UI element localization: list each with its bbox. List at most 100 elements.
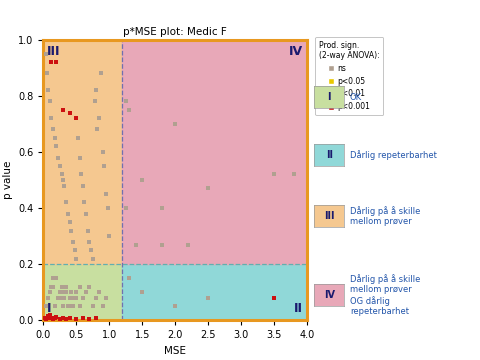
- Point: [41, 315, 48, 320]
- Point: [125, 107, 133, 113]
- Point: [92, 87, 100, 93]
- Point: [84, 228, 92, 233]
- Text: IV: IV: [324, 290, 335, 300]
- Point: [171, 121, 179, 127]
- Point: [99, 303, 107, 309]
- Legend: ns, p<0.05, p<0.01, p<0.001: ns, p<0.05, p<0.01, p<0.001: [315, 37, 384, 115]
- Point: [171, 303, 179, 309]
- Point: [67, 228, 75, 233]
- Point: [49, 284, 57, 289]
- Point: [46, 99, 54, 104]
- Point: [69, 239, 77, 245]
- Point: [52, 275, 60, 281]
- Point: [43, 315, 51, 321]
- Point: [96, 115, 103, 121]
- Point: [56, 295, 63, 301]
- Text: II: II: [294, 302, 303, 315]
- Point: [79, 183, 86, 189]
- Point: [85, 239, 93, 245]
- Text: II: II: [326, 150, 333, 160]
- Text: I: I: [47, 302, 52, 315]
- Point: [82, 211, 90, 217]
- Point: [158, 242, 166, 247]
- Point: [122, 205, 130, 211]
- Point: [69, 295, 77, 301]
- Point: [59, 289, 67, 295]
- Point: [66, 315, 73, 320]
- Point: [66, 303, 73, 309]
- Point: [97, 71, 105, 76]
- Point: [54, 155, 61, 161]
- Point: [92, 295, 100, 301]
- Point: [66, 219, 73, 225]
- Point: [60, 183, 68, 189]
- Point: [79, 315, 86, 321]
- Point: [59, 177, 67, 183]
- Point: [102, 295, 110, 301]
- Text: Dårlig repeterbarhet: Dårlig repeterbarhet: [350, 150, 437, 160]
- Point: [51, 315, 59, 321]
- Text: OK: OK: [350, 93, 362, 102]
- Point: [59, 315, 67, 321]
- Point: [204, 185, 212, 191]
- Point: [76, 155, 84, 161]
- Point: [51, 135, 59, 141]
- Point: [47, 59, 55, 65]
- Point: [80, 199, 88, 205]
- Point: [105, 233, 113, 239]
- Point: [138, 289, 146, 295]
- Point: [43, 71, 51, 76]
- Point: [51, 303, 59, 309]
- Point: [62, 289, 70, 295]
- Point: [72, 115, 80, 121]
- Point: [45, 87, 52, 93]
- Point: [67, 289, 75, 295]
- Point: [290, 171, 298, 177]
- Point: [52, 143, 60, 149]
- Point: [49, 127, 57, 132]
- Point: [46, 289, 54, 295]
- Point: [46, 312, 54, 318]
- Point: [72, 316, 80, 322]
- Point: [42, 51, 49, 57]
- Point: [85, 284, 93, 289]
- Point: [132, 242, 139, 247]
- Point: [43, 303, 50, 309]
- Point: [76, 303, 84, 309]
- Point: [72, 289, 80, 295]
- Title: p*MSE plot: Medic F: p*MSE plot: Medic F: [123, 27, 227, 37]
- Point: [85, 316, 93, 322]
- Point: [87, 247, 95, 253]
- Point: [54, 295, 61, 301]
- Point: [62, 199, 70, 205]
- Point: [72, 256, 80, 261]
- Point: [58, 284, 65, 289]
- Text: III: III: [324, 211, 335, 221]
- Point: [60, 295, 68, 301]
- Point: [47, 284, 55, 289]
- Point: [47, 115, 55, 121]
- Point: [78, 171, 85, 177]
- Point: [49, 316, 57, 322]
- Point: [100, 163, 108, 169]
- Point: [66, 295, 73, 301]
- Point: [92, 315, 100, 321]
- Point: [46, 289, 54, 295]
- Text: Dårlig på å skille
mellom prøver
OG dårlig
repeterbarhet: Dårlig på å skille mellom prøver OG dårl…: [350, 274, 420, 316]
- Point: [64, 211, 72, 217]
- Point: [66, 110, 73, 116]
- Point: [104, 205, 112, 211]
- Point: [79, 295, 86, 301]
- Point: [49, 275, 57, 281]
- Point: [122, 99, 130, 104]
- Point: [64, 303, 72, 309]
- Point: [158, 205, 166, 211]
- Point: [56, 316, 63, 322]
- Point: [42, 316, 49, 322]
- Text: Dårlig på å skille
mellom prøver: Dårlig på å skille mellom prøver: [350, 206, 420, 226]
- Point: [79, 295, 86, 301]
- Point: [94, 127, 101, 132]
- X-axis label: MSE: MSE: [164, 346, 186, 356]
- Point: [56, 163, 63, 169]
- Point: [76, 284, 84, 289]
